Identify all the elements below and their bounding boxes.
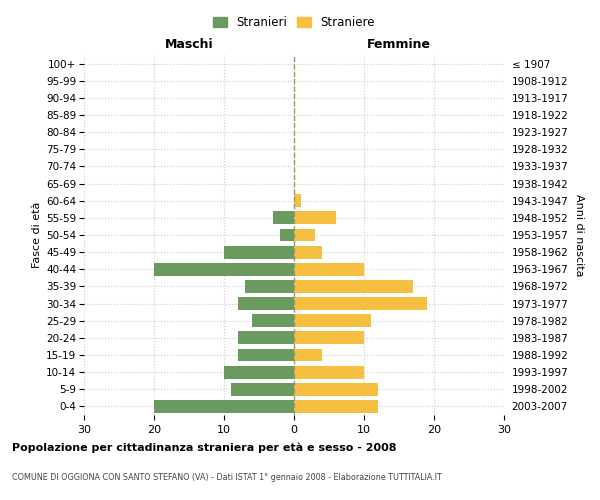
Bar [294, 228, 315, 241]
Bar [294, 194, 301, 207]
Bar [224, 246, 294, 258]
Bar [231, 383, 294, 396]
Bar [294, 280, 413, 293]
Y-axis label: Anni di nascita: Anni di nascita [574, 194, 584, 276]
Bar [294, 332, 364, 344]
Y-axis label: Fasce di età: Fasce di età [32, 202, 42, 268]
Legend: Stranieri, Straniere: Stranieri, Straniere [211, 14, 377, 32]
Bar [294, 314, 371, 327]
Bar [273, 212, 294, 224]
Bar [294, 263, 364, 276]
Bar [294, 366, 364, 378]
Bar [154, 263, 294, 276]
Bar [294, 383, 378, 396]
Text: Maschi: Maschi [164, 38, 214, 52]
Text: Popolazione per cittadinanza straniera per età e sesso - 2008: Popolazione per cittadinanza straniera p… [12, 442, 397, 453]
Bar [245, 280, 294, 293]
Text: COMUNE DI OGGIONA CON SANTO STEFANO (VA) - Dati ISTAT 1° gennaio 2008 - Elaboraz: COMUNE DI OGGIONA CON SANTO STEFANO (VA)… [12, 472, 442, 482]
Bar [224, 366, 294, 378]
Bar [252, 314, 294, 327]
Text: Femmine: Femmine [367, 38, 431, 52]
Bar [294, 297, 427, 310]
Bar [238, 332, 294, 344]
Bar [280, 228, 294, 241]
Bar [238, 348, 294, 362]
Bar [294, 246, 322, 258]
Bar [294, 212, 336, 224]
Bar [294, 400, 378, 413]
Bar [154, 400, 294, 413]
Bar [294, 348, 322, 362]
Bar [238, 297, 294, 310]
